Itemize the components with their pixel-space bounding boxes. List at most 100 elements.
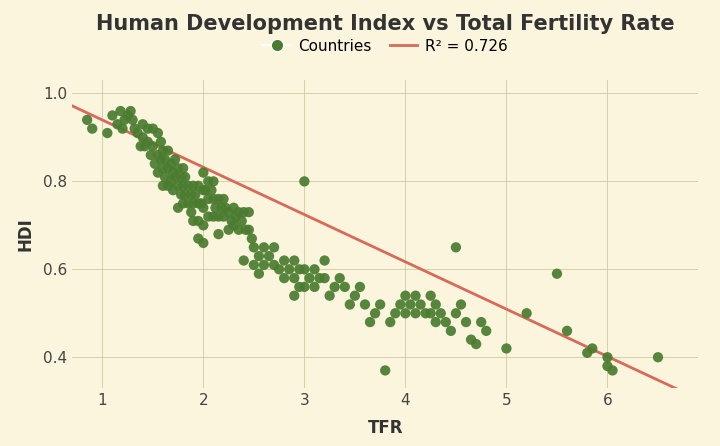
Point <box>450 244 462 251</box>
Point <box>248 244 260 251</box>
Point <box>500 345 512 352</box>
Point <box>197 186 209 194</box>
Title: Human Development Index vs Total Fertility Rate: Human Development Index vs Total Fertili… <box>96 14 675 34</box>
Point <box>187 200 199 207</box>
Point <box>344 301 356 308</box>
Point <box>223 226 235 233</box>
Point <box>197 222 209 229</box>
Point <box>217 213 229 220</box>
Point <box>465 336 477 343</box>
Point <box>552 270 563 277</box>
Point <box>279 275 290 282</box>
Point <box>294 266 305 273</box>
Point <box>400 292 411 299</box>
Point <box>206 186 217 194</box>
Point <box>314 275 325 282</box>
Point <box>177 182 189 190</box>
Point <box>223 209 235 216</box>
Point <box>349 292 361 299</box>
Point <box>269 261 280 268</box>
Point <box>119 116 130 124</box>
Point <box>187 182 199 190</box>
Point <box>216 204 228 211</box>
Point <box>410 292 421 299</box>
Point <box>279 257 290 264</box>
Point <box>137 134 148 141</box>
Point <box>233 226 245 233</box>
Point <box>155 138 166 145</box>
Point <box>274 266 285 273</box>
Point <box>142 125 153 132</box>
Point <box>521 310 532 317</box>
Point <box>167 186 179 194</box>
Point <box>430 318 441 326</box>
Point <box>167 169 179 176</box>
Point <box>212 231 224 238</box>
Point <box>228 204 240 211</box>
Point <box>155 156 166 163</box>
Point <box>289 275 300 282</box>
Point <box>258 261 270 268</box>
Point <box>177 165 189 172</box>
Point <box>217 195 229 202</box>
Point <box>162 182 174 190</box>
Point <box>182 200 194 207</box>
X-axis label: TFR: TFR <box>367 419 403 437</box>
Point <box>440 318 451 326</box>
Point <box>207 178 219 185</box>
Point <box>207 195 219 202</box>
Point <box>166 178 177 185</box>
Point <box>157 165 168 172</box>
Point <box>142 138 153 145</box>
Point <box>102 129 113 136</box>
Point <box>269 244 280 251</box>
Point <box>107 112 118 119</box>
Point <box>652 354 664 361</box>
Point <box>179 173 191 181</box>
Point <box>240 226 251 233</box>
Point <box>400 310 411 317</box>
Point <box>192 200 204 207</box>
Point <box>157 147 168 154</box>
Point <box>339 283 351 290</box>
Point <box>248 261 260 268</box>
Point <box>582 349 593 356</box>
Point <box>135 143 146 150</box>
Point <box>460 318 472 326</box>
Point <box>162 147 174 154</box>
Point <box>117 125 128 132</box>
Point <box>172 182 184 190</box>
Point <box>192 217 204 224</box>
Point <box>425 310 436 317</box>
Point <box>228 222 240 229</box>
Point <box>212 195 224 202</box>
Point <box>149 160 161 167</box>
Point <box>197 204 209 211</box>
Point <box>480 327 492 334</box>
Point <box>169 156 181 163</box>
Point <box>475 318 487 326</box>
Point <box>374 301 386 308</box>
Point <box>395 301 406 308</box>
Point <box>202 195 214 202</box>
Point <box>177 200 189 207</box>
Point <box>207 213 219 220</box>
Point <box>430 301 441 308</box>
Point <box>369 310 381 317</box>
Point <box>246 235 258 242</box>
Point <box>192 182 204 190</box>
Point <box>122 112 133 119</box>
Point <box>159 156 171 163</box>
Point <box>258 244 270 251</box>
Point <box>253 270 265 277</box>
Point <box>410 310 421 317</box>
Point <box>137 121 148 128</box>
Point <box>132 129 143 136</box>
Point <box>179 191 191 198</box>
Point <box>264 252 275 260</box>
Point <box>159 173 171 181</box>
Point <box>359 301 371 308</box>
Point <box>186 191 197 198</box>
Point <box>152 152 163 159</box>
Point <box>425 292 436 299</box>
